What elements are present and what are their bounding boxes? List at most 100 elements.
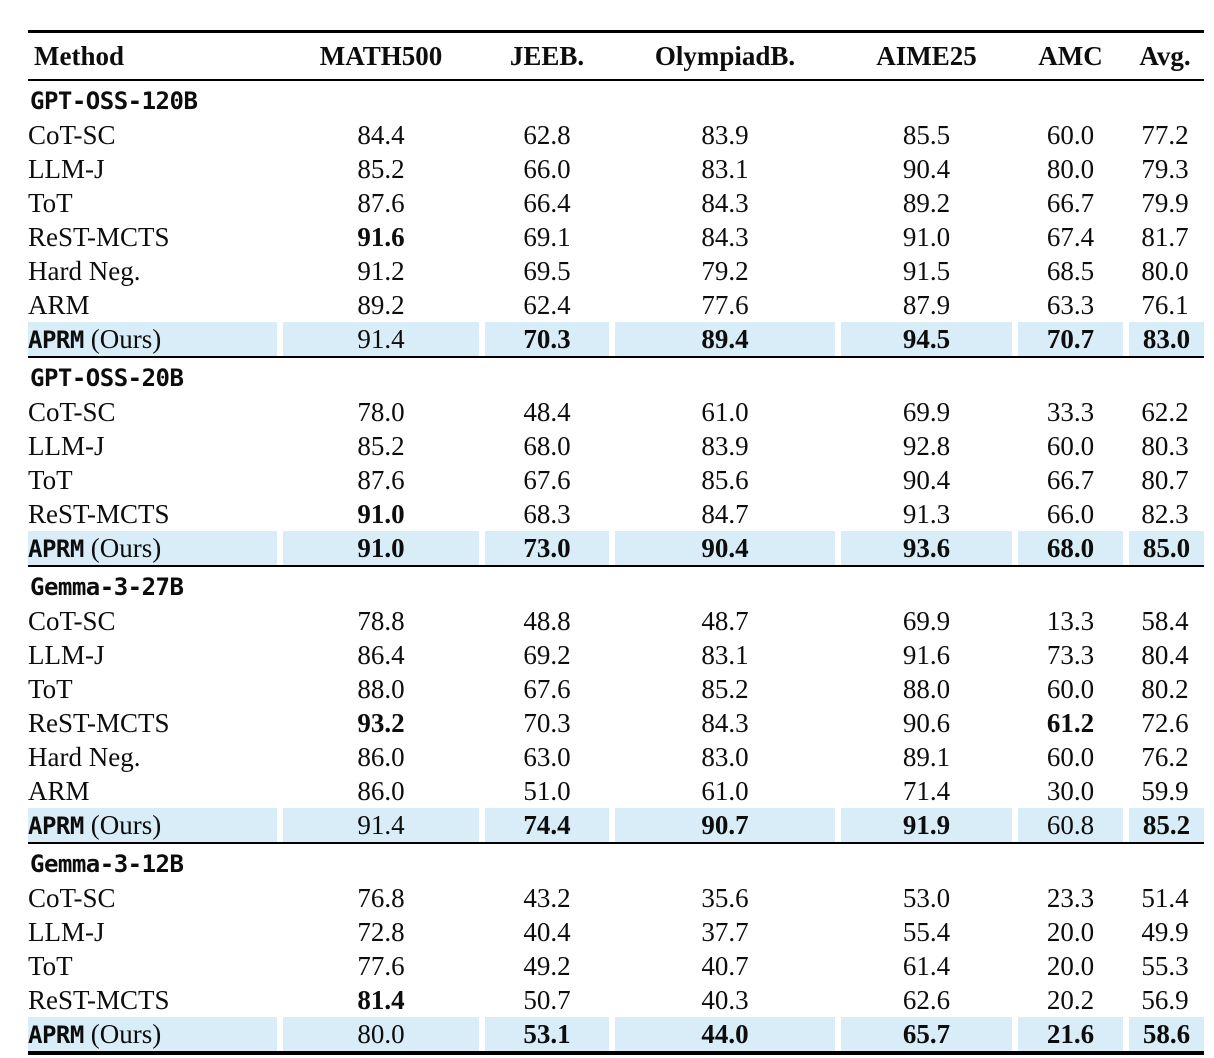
- method-name: ToT: [28, 187, 73, 218]
- value-cell: 85.5: [902, 119, 951, 150]
- method-name-cell: ReST-MCTS: [28, 220, 280, 254]
- value-cell: 67.6: [523, 673, 571, 704]
- table-body: GPT-OSS-120B CoT-SC 84.4 62.8 83.9 85.5 60.0 77…: [28, 79, 1204, 1051]
- value-cell: 80.0: [1046, 153, 1095, 184]
- method-name-suffix: (Ours): [90, 809, 162, 840]
- column-header: Avg.: [1139, 40, 1191, 71]
- method-name-cell: CoT-SC: [28, 395, 280, 429]
- value-cell: 44.0: [612, 1017, 838, 1051]
- value-cell: 83.0: [1126, 322, 1204, 356]
- value-cell: 92.8: [902, 430, 951, 461]
- value-cell: 82.3: [1141, 498, 1189, 529]
- value-cell: 62.2: [1141, 396, 1189, 427]
- value-cell: 91.2: [357, 255, 405, 286]
- value-cell: 87.9: [902, 289, 951, 320]
- header-row: Method MATH500 JEEB. OlympiadB. AIME25 AMC Avg…: [28, 33, 1204, 79]
- method-name-cell: LLM-J: [28, 429, 280, 463]
- value-cell: 83.1: [701, 639, 749, 670]
- table-row: ReST-MCTS 93.2 70.3 84.3 90.6 61.2 72.6: [28, 706, 1204, 740]
- value-cell: 65.7: [838, 1017, 1015, 1051]
- value-cell: 83.9: [701, 119, 749, 150]
- value-cell: 68.0: [523, 430, 571, 461]
- value-cell: 56.9: [1141, 984, 1189, 1015]
- method-name: ToT: [28, 464, 73, 495]
- model-section-row: Gemma-3-27B: [28, 565, 1204, 604]
- value-cell: 84.3: [701, 187, 749, 218]
- table-row: ToT 87.6 66.4 84.3 89.2 66.7 79.9: [28, 186, 1204, 220]
- value-cell: 90.7: [612, 808, 838, 842]
- highlighted-table-row: APRM (Ours) 91.4 70.3 89.4 94.5 70.7 83.0: [28, 322, 1204, 356]
- value-cell: 81.7: [1141, 221, 1189, 252]
- method-name-cell: LLM-J: [28, 152, 280, 186]
- value-cell: 20.0: [1046, 950, 1095, 981]
- value-cell: 85.6: [701, 464, 749, 495]
- table-row: ARM 86.0 51.0 61.0 71.4 30.0 59.9: [28, 774, 1204, 808]
- value-cell: 89.2: [902, 187, 951, 218]
- value-cell: 63.3: [1046, 289, 1095, 320]
- value-cell: 91.5: [902, 255, 951, 286]
- value-cell: 83.0: [701, 741, 749, 772]
- value-cell: 80.3: [1141, 430, 1189, 461]
- value-cell: 72.6: [1141, 707, 1189, 738]
- value-cell: 88.0: [357, 673, 405, 704]
- value-cell: 80.0: [1141, 255, 1189, 286]
- value-cell: 91.4: [280, 808, 482, 842]
- method-name-suffix: (Ours): [90, 1018, 162, 1049]
- method-name-cell: ToT: [28, 949, 280, 983]
- value-cell: 49.9: [1141, 916, 1189, 947]
- value-cell: 61.0: [701, 775, 749, 806]
- table-row: LLM-J 85.2 66.0 83.1 90.4 80.0 79.3: [28, 152, 1204, 186]
- value-cell: 90.4: [902, 153, 951, 184]
- column-header: MATH500: [319, 40, 443, 71]
- value-cell: 80.4: [1141, 639, 1189, 670]
- value-cell: 62.4: [523, 289, 571, 320]
- method-name-cell: ARM: [28, 288, 280, 322]
- table-row: CoT-SC 76.8 43.2 35.6 53.0 23.3 51.4: [28, 881, 1204, 915]
- value-cell: 83.9: [701, 430, 749, 461]
- method-name-cell: APRM (Ours): [28, 531, 280, 565]
- value-cell: 86.0: [357, 741, 405, 772]
- column-header: AIME25: [876, 40, 977, 71]
- value-cell: 62.8: [523, 119, 571, 150]
- value-cell: 84.7: [701, 498, 749, 529]
- method-name: CoT-SC: [28, 882, 116, 913]
- value-cell: 49.2: [523, 950, 571, 981]
- value-cell: 30.0: [1046, 775, 1095, 806]
- model-section-row: GPT-OSS-120B: [28, 79, 1204, 118]
- value-cell: 69.9: [902, 396, 951, 427]
- value-cell: 23.3: [1046, 882, 1095, 913]
- model-section-row: GPT-OSS-20B: [28, 356, 1204, 395]
- method-name-cell: ReST-MCTS: [28, 497, 280, 531]
- value-cell: 77.6: [701, 289, 749, 320]
- method-name: CoT-SC: [28, 119, 116, 150]
- method-name-cell: ARM: [28, 774, 280, 808]
- value-cell: 51.4: [1141, 882, 1189, 913]
- value-cell: 13.3: [1046, 605, 1095, 636]
- value-cell: 69.2: [523, 639, 571, 670]
- highlighted-table-row: APRM (Ours) 91.4 74.4 90.7 91.9 60.8 85.2: [28, 808, 1204, 842]
- value-cell: 73.0: [482, 531, 612, 565]
- value-cell: 60.8: [1015, 808, 1126, 842]
- value-cell: 91.6: [902, 639, 951, 670]
- value-cell: 70.3: [523, 707, 571, 738]
- method-name: LLM-J: [28, 639, 105, 670]
- method-name-cell: LLM-J: [28, 638, 280, 672]
- method-name: LLM-J: [28, 153, 105, 184]
- method-name: ReST-MCTS: [28, 984, 170, 1015]
- value-cell: 35.6: [701, 882, 749, 913]
- value-cell: 67.4: [1046, 221, 1095, 252]
- value-cell: 68.5: [1046, 255, 1095, 286]
- method-name-cell: Hard Neg.: [28, 740, 280, 774]
- method-name-suffix: (Ours): [90, 323, 162, 354]
- value-cell: 61.4: [902, 950, 951, 981]
- method-name: CoT-SC: [28, 605, 116, 636]
- model-section-label: Gemma-3-27B: [28, 565, 1204, 604]
- model-section-label: GPT-OSS-120B: [28, 79, 1204, 118]
- value-cell: 69.9: [902, 605, 951, 636]
- table-row: ToT 87.6 67.6 85.6 90.4 66.7 80.7: [28, 463, 1204, 497]
- value-cell: 81.4: [357, 984, 405, 1015]
- value-cell: 40.4: [523, 916, 571, 947]
- value-cell: 76.8: [357, 882, 405, 913]
- method-name-cell: CoT-SC: [28, 881, 280, 915]
- value-cell: 33.3: [1046, 396, 1095, 427]
